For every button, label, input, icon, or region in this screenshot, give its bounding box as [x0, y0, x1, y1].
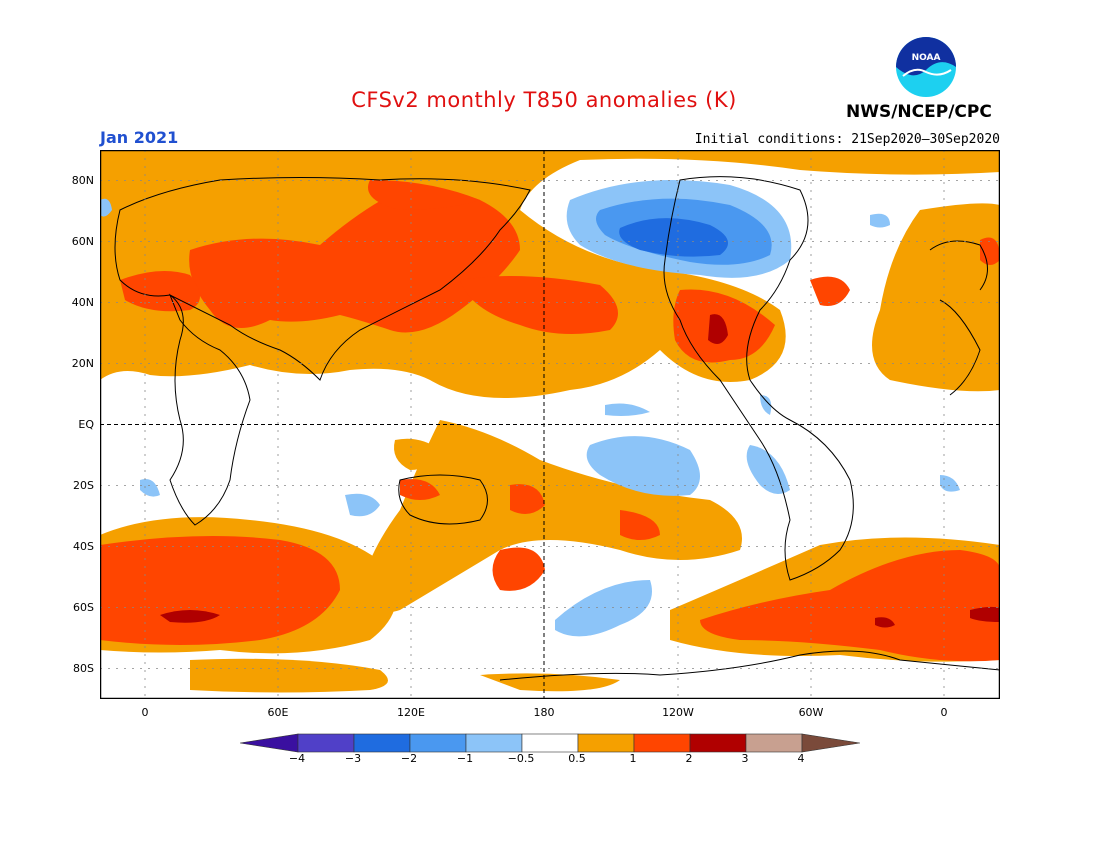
- noaa-logo-text: NOAA: [912, 53, 941, 63]
- lat-label: 40N: [71, 296, 94, 309]
- chart-title: CFSv2 monthly T850 anomalies (K): [351, 88, 737, 112]
- colorbar-label: 4: [797, 752, 805, 765]
- lat-label: 60N: [71, 235, 94, 248]
- colorbar-label: 0.5: [568, 752, 586, 765]
- lon-label: 60W: [798, 706, 824, 719]
- colorbar-label: −4: [288, 752, 306, 765]
- anomaly-field-dark-blue: [619, 218, 728, 257]
- colorbar-label: 3: [741, 752, 749, 765]
- lon-label: 180: [533, 706, 555, 719]
- lat-label: 40S: [73, 540, 94, 553]
- colorbar-cell: [409, 733, 467, 753]
- colorbar-cell: [577, 733, 635, 753]
- colorbar-label: 1: [629, 752, 637, 765]
- lon-label: 0: [141, 706, 149, 719]
- colorbar-cell: [353, 733, 411, 753]
- equator-and-dateline: [100, 150, 1000, 699]
- coastlines: [114, 176, 1000, 681]
- colorbar-cell: [633, 733, 691, 753]
- map-frame: [100, 150, 1000, 699]
- lat-label: 60S: [73, 601, 94, 614]
- colorbar-label: 2: [685, 752, 693, 765]
- colorbar: [240, 733, 860, 753]
- noaa-logo-icon: NOAA: [896, 37, 956, 97]
- graticule: [100, 150, 1000, 699]
- colorbar-cell: [745, 733, 803, 753]
- agency-label: NWS/NCEP/CPC: [846, 102, 992, 122]
- anomaly-map: [100, 150, 1000, 699]
- lon-label: 120W: [662, 706, 694, 719]
- lon-label: 0: [940, 706, 948, 719]
- forecast-period: Jan 2021: [100, 128, 179, 147]
- lon-label: 120E: [397, 706, 425, 719]
- lat-label: 80S: [73, 662, 94, 675]
- lon-label: 60E: [267, 706, 289, 719]
- anomaly-field-dark-red: [160, 314, 1000, 628]
- colorbar-label: −0.5: [507, 752, 535, 765]
- colorbar-cell: [689, 733, 747, 753]
- colorbar-extend-high: [801, 733, 860, 753]
- lat-label: 20N: [71, 357, 94, 370]
- lat-label: 80N: [71, 174, 94, 187]
- colorbar-extend-low: [240, 733, 299, 753]
- colorbar-label: −2: [400, 752, 418, 765]
- colorbar-cell: [465, 733, 523, 753]
- colorbar-cell: [521, 733, 579, 753]
- lat-label: 20S: [73, 479, 94, 492]
- colorbar-label: −3: [344, 752, 362, 765]
- colorbar-label: −1: [456, 752, 474, 765]
- lat-label: EQ: [78, 418, 94, 431]
- initial-conditions: Initial conditions: 21Sep2020–30Sep2020: [694, 132, 1000, 147]
- colorbar-cell: [297, 733, 355, 753]
